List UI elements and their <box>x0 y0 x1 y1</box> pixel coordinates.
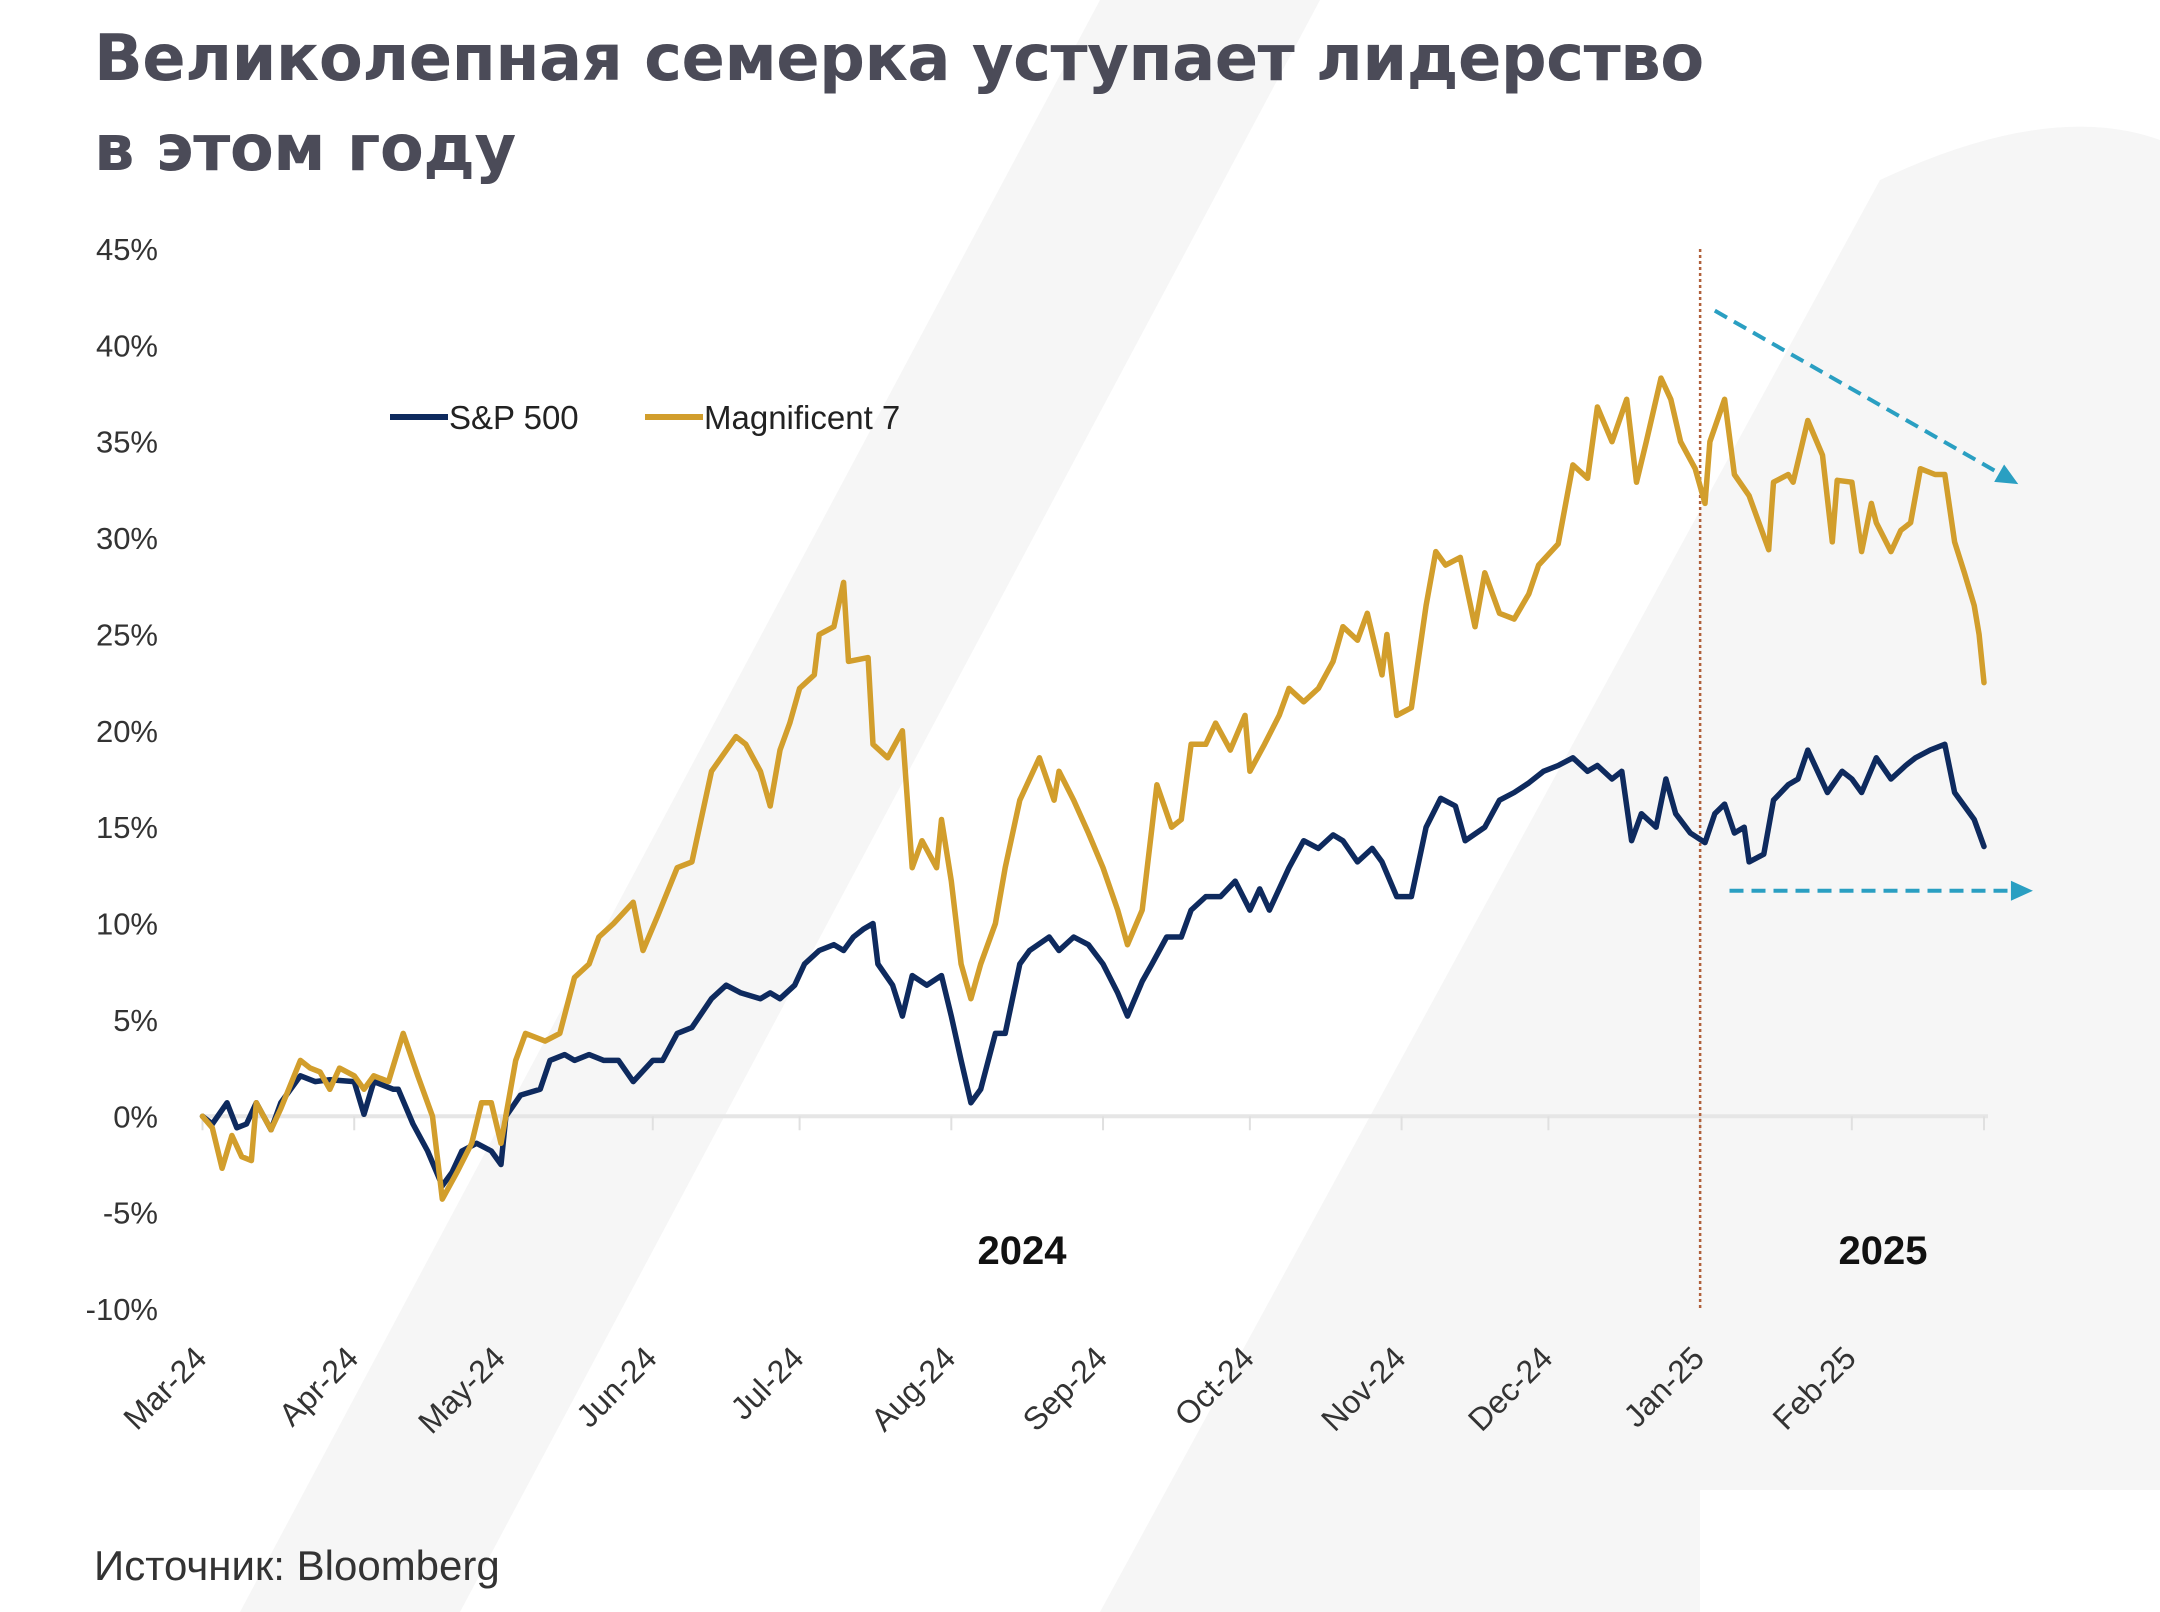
watermark-stripe <box>1100 126 2160 1612</box>
year-label-2024: 2024 <box>978 1229 1068 1273</box>
title-line-1: Великолепная семерка уступает лидерство <box>94 22 1704 96</box>
y-tick-label: 40% <box>96 328 158 363</box>
series-line-sp500 <box>199 741 1987 1189</box>
x-tick-label: Jul-24 <box>723 1339 810 1426</box>
x-tick-label: Jun-24 <box>569 1339 664 1434</box>
x-axis: Mar-24 Apr-24 May-24 Jun-24 Jul-24 Aug-24 Sep-… <box>116 1116 1985 1440</box>
y-tick-label: 20% <box>96 714 158 749</box>
x-tick-label: Jan-25 <box>1616 1339 1711 1434</box>
y-tick-label: 30% <box>96 521 158 556</box>
x-tick-label: Oct-24 <box>1167 1339 1260 1432</box>
legend-label-mag7: Magnificent 7 <box>704 399 900 436</box>
y-tick-label: 15% <box>96 810 158 845</box>
legend: S&P 500 Magnificent 7 <box>390 399 900 436</box>
trend-arrow-head <box>1994 464 2019 485</box>
watermark-stripe <box>240 0 1320 1612</box>
y-tick-label: 10% <box>96 907 158 942</box>
year-label-2025: 2025 <box>1839 1229 1928 1273</box>
y-tick-label: 0% <box>113 1099 158 1134</box>
series-lines <box>199 375 1987 1202</box>
x-tick-label: Sep-24 <box>1016 1339 1114 1437</box>
title-line-2: в этом году <box>94 112 516 186</box>
trend-arrow-line <box>1713 308 2001 475</box>
legend-label-sp500: S&P 500 <box>449 399 579 436</box>
x-tick-label: Aug-24 <box>864 1339 962 1437</box>
trend-arrow-head <box>2010 880 2033 901</box>
x-tick-label: Feb-25 <box>1766 1339 1863 1436</box>
y-axis: -10% -5% 0% 5% 10% 15% 20% 25% 30% 35% 40% 45% <box>86 232 1988 1327</box>
y-tick-label: 25% <box>96 617 158 652</box>
y-tick-label: -10% <box>86 1292 158 1327</box>
y-tick-label: 45% <box>96 232 158 267</box>
y-tick-label: 5% <box>113 1003 158 1038</box>
y-tick-label: 35% <box>96 425 158 460</box>
x-tick-label: Nov-24 <box>1314 1339 1412 1437</box>
source-note: Источник: Bloomberg <box>94 1542 500 1589</box>
x-tick-label: Dec-24 <box>1461 1339 1559 1437</box>
watermark-cut <box>1700 1490 2160 1612</box>
trend-arrows <box>1713 308 2033 901</box>
page-title: Великолепная семерка уступает лидерство … <box>94 14 1704 194</box>
x-tick-label: Mar-24 <box>116 1339 213 1436</box>
x-tick-label: May-24 <box>411 1339 512 1440</box>
x-tick-label: Apr-24 <box>272 1339 365 1432</box>
y-tick-label: -5% <box>103 1196 158 1231</box>
series-line-mag7 <box>199 375 1987 1202</box>
